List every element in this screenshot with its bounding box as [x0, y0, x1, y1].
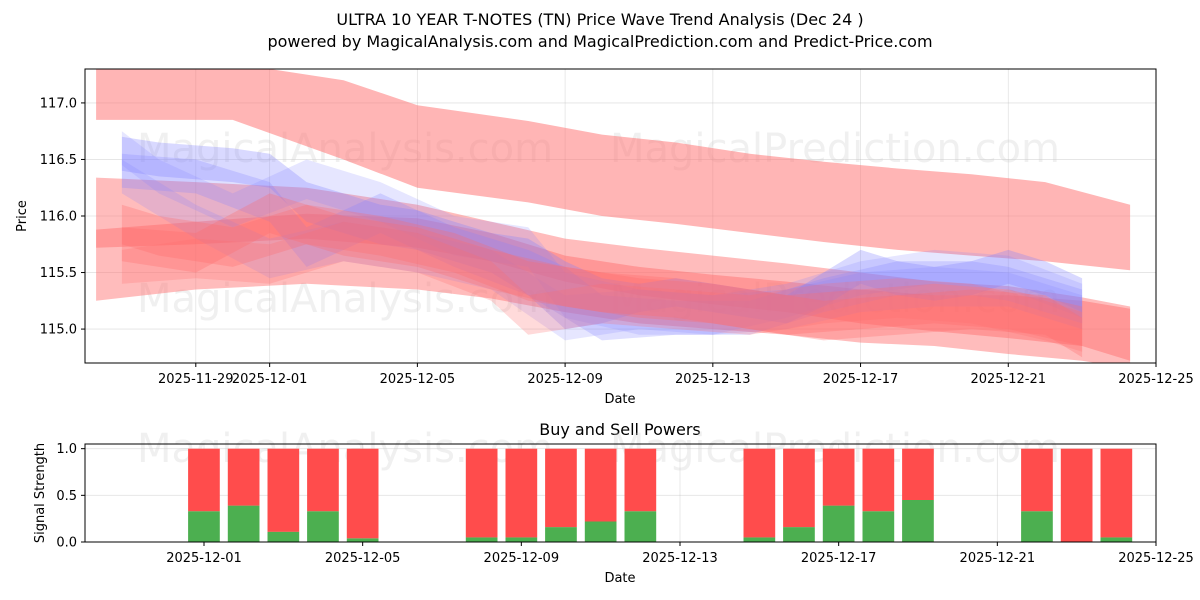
signal-y-tick-label: 1.0 — [56, 442, 77, 457]
price-band-red-upper — [96, 69, 1131, 271]
price-x-tick-label: 2025-12-21 — [970, 372, 1046, 387]
buy-bar — [465, 537, 498, 542]
price-x-tick-label: 2025-12-01 — [232, 372, 308, 387]
price-band-red-mid — [96, 213, 1131, 361]
price-x-tick-label: 2025-12-13 — [675, 372, 751, 387]
signal-x-tick-label: 2025-12-01 — [166, 551, 242, 566]
buy-bar — [584, 521, 617, 542]
buy-bar — [227, 505, 260, 542]
price-bands — [96, 69, 1131, 363]
price-y-label: Price — [15, 200, 30, 232]
sell-bar — [545, 448, 577, 528]
buy-bar — [862, 511, 895, 542]
price-y-tick-label: 117.0 — [40, 96, 77, 111]
price-band-red-main — [96, 177, 1131, 363]
price-y-tick-label: 116.0 — [40, 210, 77, 225]
signal-y-tick-label: 0.5 — [56, 489, 77, 504]
buy-bar — [505, 537, 538, 542]
price-band-blue-3 — [121, 131, 1083, 335]
price-band-blue-2 — [121, 153, 1083, 341]
price-x-label: Date — [604, 392, 635, 407]
sell-bar — [227, 448, 260, 506]
chart-title: ULTRA 10 YEAR T-NOTES (TN) Price Wave Tr… — [336, 10, 863, 29]
buy-bar — [1021, 511, 1053, 542]
sell-bar — [624, 448, 657, 512]
price-x-tick-label: 2025-12-25 — [1118, 372, 1194, 387]
price-x-tick-label: 2025-12-09 — [527, 372, 603, 387]
price-band-red-wave-3 — [121, 221, 1083, 352]
sell-bar — [346, 448, 379, 539]
sell-bar — [584, 448, 617, 522]
chart-subtitle: powered by MagicalAnalysis.com and Magic… — [267, 32, 932, 51]
sell-bar — [783, 448, 815, 528]
sell-bar — [1021, 448, 1053, 512]
price-y-tick-label: 115.0 — [40, 323, 77, 338]
signal-x-tick-label: 2025-12-17 — [801, 551, 877, 566]
sell-bar — [188, 448, 220, 512]
price-band-red-wave-2 — [121, 204, 1083, 358]
signal-x-tick-label: 2025-12-05 — [325, 551, 401, 566]
signal-x-tick-label: 2025-12-09 — [484, 551, 560, 566]
buy-bar — [822, 505, 855, 542]
price-x-tick-label: 2025-12-05 — [380, 372, 456, 387]
sell-bar — [902, 448, 934, 500]
buy-bar — [346, 538, 379, 542]
signal-x-ticks: 2025-12-01 2025-12-05 2025-12-09 2025-12-13… — [166, 542, 1194, 566]
signal-x-label: Date — [604, 571, 635, 586]
buy-bar — [783, 527, 815, 542]
signal-plot-area — [85, 444, 1156, 542]
price-band-blue-1 — [121, 136, 1083, 330]
signal-x-tick-label: 2025-12-13 — [642, 551, 718, 566]
buy-bar — [624, 511, 657, 542]
signal-chart-title: Buy and Sell Powers — [539, 420, 701, 439]
sell-bar — [743, 448, 776, 538]
sell-bar — [307, 448, 339, 512]
buy-bar — [902, 500, 934, 542]
price-y-tick-label: 116.5 — [40, 153, 77, 168]
sell-bar — [1100, 448, 1133, 538]
price-chart: MagicalAnalysis.com MagicalPrediction.co… — [15, 68, 1194, 407]
signal-y-ticks: 0.0 0.5 1.0 — [56, 442, 85, 551]
sell-bar — [862, 448, 895, 512]
sell-bar — [1060, 448, 1093, 542]
sell-bar — [465, 448, 498, 538]
price-y-ticks: 115.0 115.5 116.0 116.5 117.0 — [40, 96, 85, 338]
price-x-tick-label: 2025-11-29 — [158, 372, 234, 387]
buy-bar — [1100, 537, 1133, 542]
price-band-red-wave-1 — [121, 193, 1083, 346]
buy-bar — [188, 511, 220, 542]
price-band-blue-4 — [121, 159, 1083, 341]
signal-bars — [188, 448, 1133, 542]
buy-bar — [267, 531, 300, 542]
sell-bar — [822, 448, 855, 506]
signal-x-tick-label: 2025-12-25 — [1118, 551, 1194, 566]
buy-bar — [545, 527, 577, 542]
buy-bar — [743, 537, 776, 542]
signal-plot-frame — [84, 443, 1157, 543]
buy-bar — [307, 511, 339, 542]
watermark-prediction-mid: MagicalPrediction.com — [610, 276, 1060, 322]
sell-bar — [505, 448, 538, 538]
signal-chart: Buy and Sell Powers MagicalAnalysis.com … — [33, 420, 1194, 586]
price-x-tick-label: 2025-12-17 — [823, 372, 899, 387]
signal-x-tick-label: 2025-12-21 — [960, 551, 1036, 566]
signal-y-tick-label: 0.0 — [56, 536, 77, 551]
watermark-analysis-mid: MagicalAnalysis.com — [137, 276, 553, 322]
price-y-tick-label: 115.5 — [40, 266, 77, 281]
signal-y-label: Signal Strength — [33, 443, 48, 543]
sell-bar — [267, 448, 300, 532]
